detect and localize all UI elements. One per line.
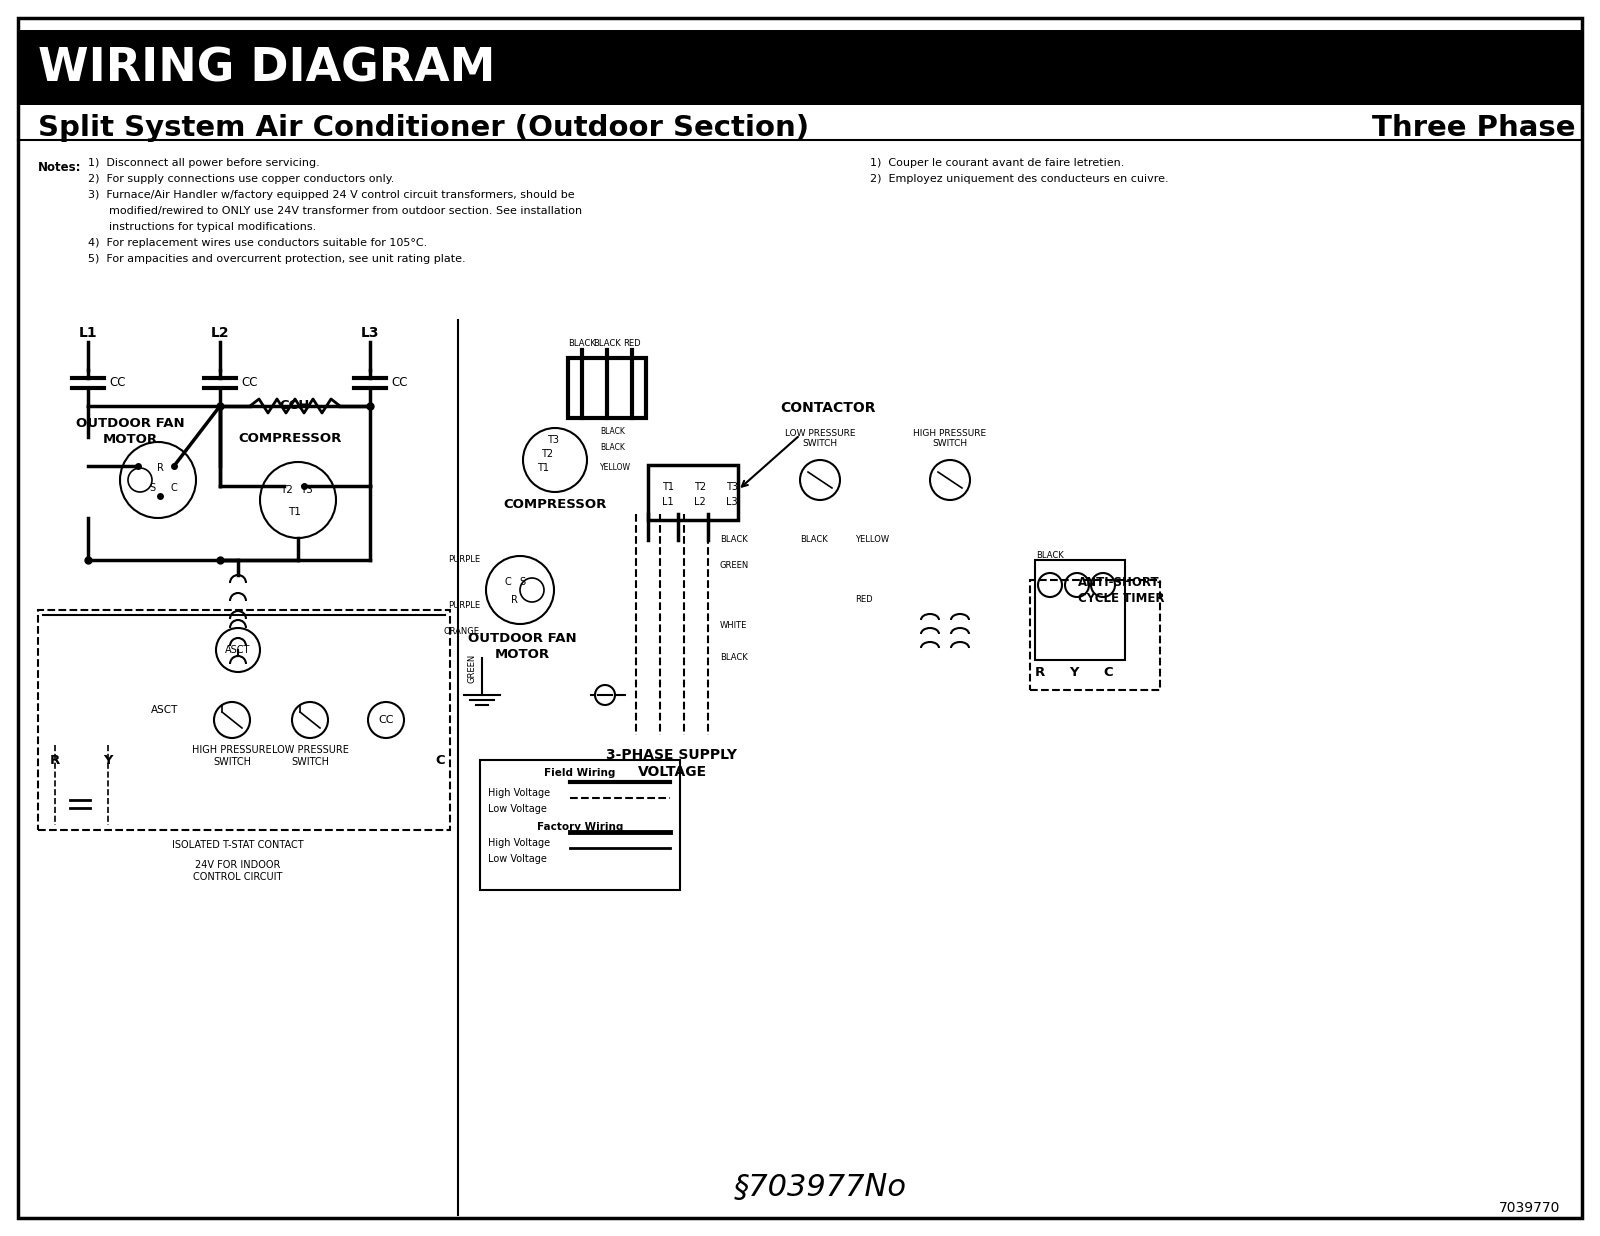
Text: L3: L3 (726, 497, 738, 507)
Text: WHITE: WHITE (720, 620, 747, 629)
Text: CCH: CCH (280, 399, 310, 412)
Text: OUTDOOR FAN
MOTOR: OUTDOOR FAN MOTOR (467, 632, 576, 661)
Text: R: R (510, 595, 517, 604)
Text: Three Phase: Three Phase (1371, 114, 1574, 142)
Text: BLACK: BLACK (800, 535, 827, 545)
Text: ORANGE: ORANGE (445, 628, 480, 637)
Text: RED: RED (622, 339, 642, 349)
Text: Y: Y (104, 754, 112, 766)
Text: CC: CC (242, 377, 258, 389)
Text: C: C (171, 483, 178, 493)
Text: OUTDOOR FAN
MOTOR: OUTDOOR FAN MOTOR (75, 417, 184, 446)
Text: WIRING DIAGRAM: WIRING DIAGRAM (38, 47, 496, 91)
Bar (648, 465, 738, 520)
Text: L2: L2 (694, 497, 706, 507)
Text: Factory Wiring: Factory Wiring (538, 822, 622, 832)
Text: PURPLE: PURPLE (448, 555, 480, 565)
Text: 3)  Furnace/Air Handler w/factory equipped 24 V control circuit transformers, sh: 3) Furnace/Air Handler w/factory equippe… (88, 190, 574, 200)
Bar (480, 760, 680, 890)
Text: BLACK: BLACK (720, 535, 747, 545)
Text: 5)  For ampacities and overcurrent protection, see unit rating plate.: 5) For ampacities and overcurrent protec… (88, 255, 466, 265)
Bar (18, 30, 1582, 105)
Bar (568, 358, 646, 418)
Text: YELLOW: YELLOW (854, 535, 890, 545)
Text: Low Voltage: Low Voltage (488, 803, 547, 815)
Text: R: R (1035, 665, 1045, 679)
Text: BLACK: BLACK (568, 339, 595, 349)
Bar (1030, 580, 1160, 690)
Text: PURPLE: PURPLE (448, 601, 480, 609)
Text: GREEN: GREEN (467, 654, 477, 682)
Text: YELLOW: YELLOW (600, 464, 630, 472)
Text: T3: T3 (299, 485, 312, 494)
Text: LOW PRESSURE
SWITCH: LOW PRESSURE SWITCH (784, 429, 856, 447)
Text: 24V FOR INDOOR
CONTROL CIRCUIT: 24V FOR INDOOR CONTROL CIRCUIT (194, 860, 283, 881)
Text: R: R (157, 464, 163, 473)
Text: 4)  For replacement wires use conductors suitable for 105°C.: 4) For replacement wires use conductors … (88, 239, 427, 248)
Text: LOW PRESSURE
SWITCH: LOW PRESSURE SWITCH (272, 745, 349, 766)
Text: T1: T1 (662, 482, 674, 492)
Text: T2: T2 (280, 485, 293, 494)
Text: COMPRESSOR: COMPRESSOR (238, 433, 342, 445)
Text: L1: L1 (662, 497, 674, 507)
Text: §703977Νo: §703977Νo (733, 1173, 907, 1203)
Text: High Voltage: High Voltage (488, 789, 550, 798)
Text: RED: RED (854, 596, 872, 604)
Text: modified/rewired to ONLY use 24V transformer from outdoor section. See installat: modified/rewired to ONLY use 24V transfo… (88, 206, 582, 216)
Text: GREEN: GREEN (720, 560, 749, 570)
Text: T3: T3 (726, 482, 738, 492)
Text: Field Wiring: Field Wiring (544, 768, 616, 777)
Text: ANTI-SHORT-
CYCLE TIMER: ANTI-SHORT- CYCLE TIMER (1078, 576, 1165, 604)
Text: 7039770: 7039770 (1499, 1201, 1560, 1215)
Text: Y: Y (1069, 665, 1078, 679)
Text: CC: CC (109, 377, 125, 389)
Text: HIGH PRESSURE
SWITCH: HIGH PRESSURE SWITCH (914, 429, 987, 447)
Text: R: R (50, 754, 61, 766)
Text: BLACK: BLACK (594, 339, 621, 349)
Text: COMPRESSOR: COMPRESSOR (504, 498, 606, 510)
Text: L3: L3 (360, 326, 379, 340)
Text: Notes:: Notes: (38, 161, 82, 174)
Text: High Voltage: High Voltage (488, 838, 550, 848)
Text: T1: T1 (288, 507, 301, 517)
Bar (38, 611, 450, 831)
Text: L2: L2 (211, 326, 229, 340)
Text: 3-PHASE SUPPLY
VOLTAGE: 3-PHASE SUPPLY VOLTAGE (606, 748, 738, 780)
Text: CC: CC (390, 377, 408, 389)
Text: 2)  Employez uniquement des conducteurs en cuivre.: 2) Employez uniquement des conducteurs e… (870, 174, 1168, 184)
Text: S: S (149, 483, 155, 493)
Text: CC: CC (378, 714, 394, 726)
Text: C: C (435, 754, 445, 766)
Text: 2)  For supply connections use copper conductors only.: 2) For supply connections use copper con… (88, 174, 394, 184)
Text: T2: T2 (541, 449, 554, 459)
Text: 1)  Disconnect all power before servicing.: 1) Disconnect all power before servicing… (88, 158, 320, 168)
Text: 1)  Couper le courant avant de faire letretien.: 1) Couper le courant avant de faire letr… (870, 158, 1125, 168)
Text: BLACK: BLACK (720, 654, 747, 662)
Text: C: C (1102, 665, 1114, 679)
Text: CONTACTOR: CONTACTOR (781, 400, 875, 415)
Text: instructions for typical modifications.: instructions for typical modifications. (88, 222, 317, 232)
Text: T2: T2 (694, 482, 706, 492)
Text: BLACK: BLACK (600, 428, 626, 436)
Text: ASCT: ASCT (226, 645, 251, 655)
Text: C: C (504, 577, 512, 587)
Bar (1035, 560, 1125, 660)
Text: T1: T1 (538, 464, 549, 473)
Text: BLACK: BLACK (600, 444, 626, 452)
Text: L1: L1 (78, 326, 98, 340)
Text: ASCT: ASCT (152, 705, 179, 714)
Text: HIGH PRESSURE
SWITCH: HIGH PRESSURE SWITCH (192, 745, 272, 766)
Text: BLACK: BLACK (1037, 550, 1064, 560)
Text: Split System Air Conditioner (Outdoor Section): Split System Air Conditioner (Outdoor Se… (38, 114, 810, 142)
Text: T3: T3 (547, 435, 558, 445)
Text: Low Voltage: Low Voltage (488, 854, 547, 864)
Text: ISOLATED T-STAT CONTACT: ISOLATED T-STAT CONTACT (173, 840, 304, 850)
Text: S: S (518, 577, 525, 587)
